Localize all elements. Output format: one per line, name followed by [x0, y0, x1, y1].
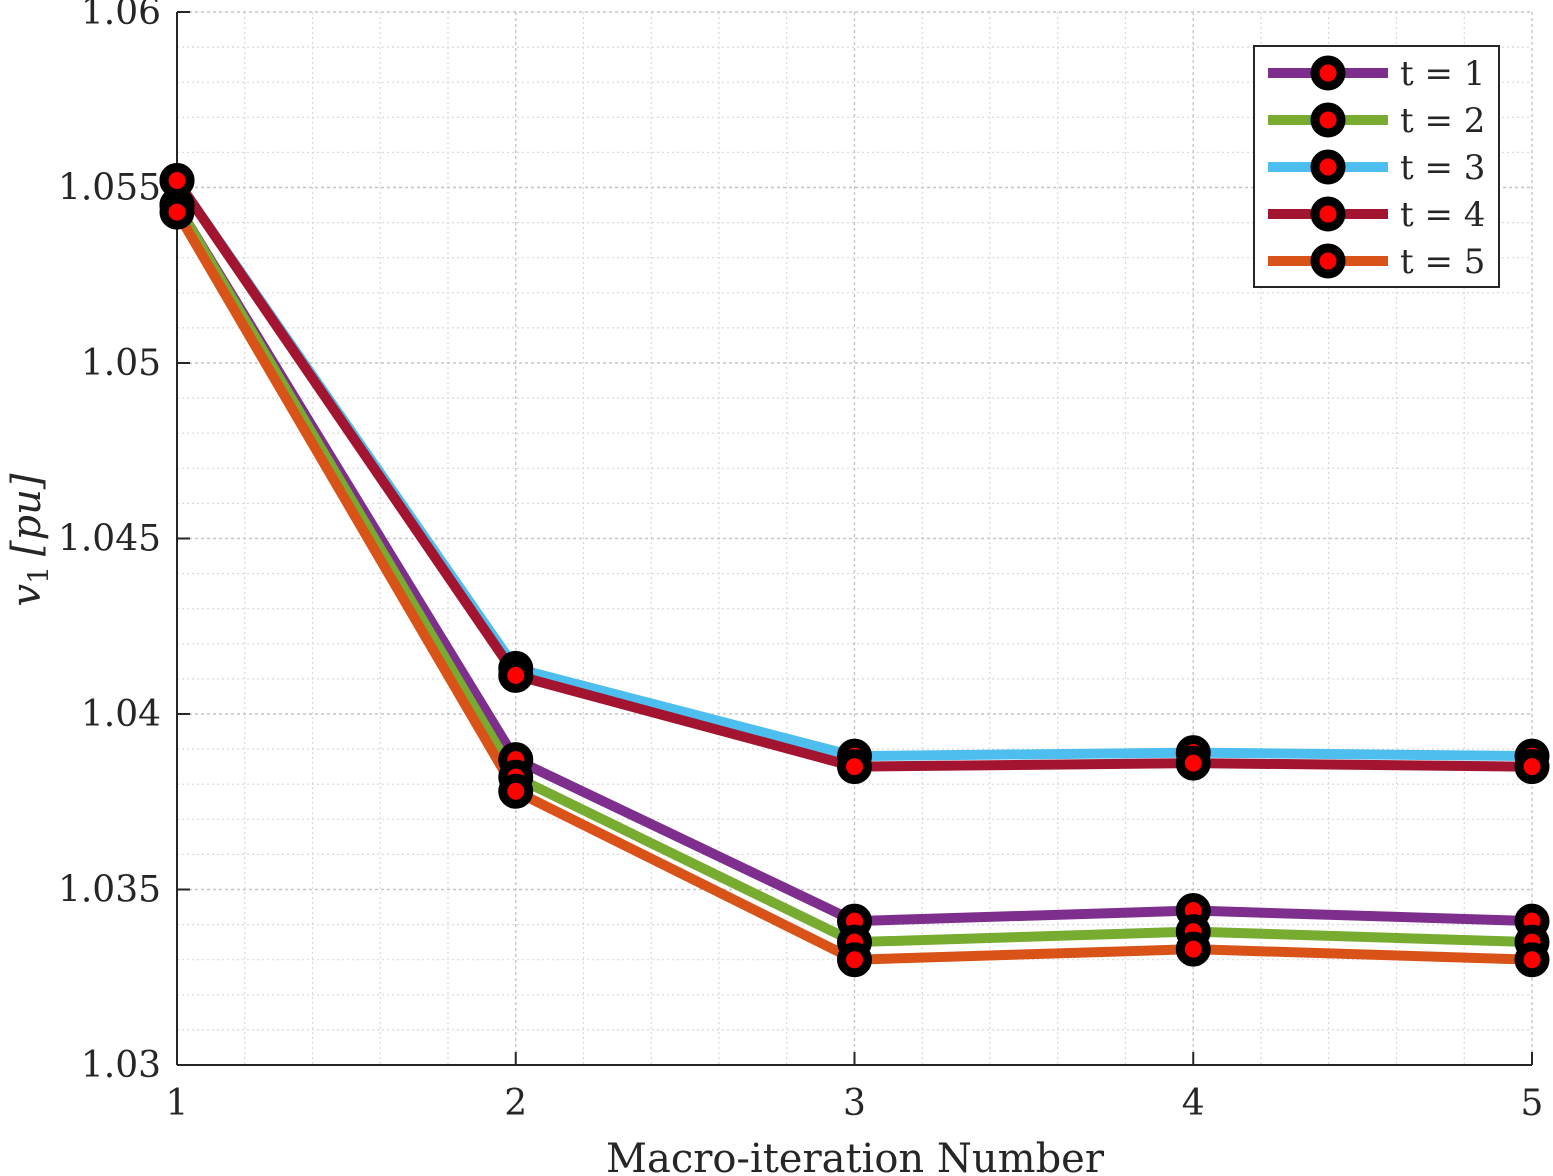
- legend-label: t = 2: [1400, 101, 1485, 141]
- data-point-t4: [1175, 745, 1211, 781]
- data-point-t4: [498, 657, 534, 693]
- x-tick-label: 5: [1521, 1083, 1544, 1124]
- legend: t = 1 t = 2 t = 3 t = 4 t = 5: [1253, 45, 1500, 288]
- y-axis-label: v1 [pu]: [4, 473, 55, 606]
- data-point-t5: [498, 773, 534, 809]
- y-tick-label: 1.045: [58, 519, 161, 560]
- y-tick-label: 1.05: [81, 343, 161, 384]
- minor-grid: [177, 12, 1532, 1065]
- legend-label: t = 5: [1400, 242, 1485, 282]
- y-axis-subscript: 1: [22, 566, 55, 584]
- x-tick-label: 2: [504, 1083, 527, 1124]
- y-tick-label: 1.04: [81, 694, 161, 735]
- legend-marker: [1310, 102, 1346, 138]
- legend-marker: [1310, 149, 1346, 185]
- data-point-t4: [1514, 749, 1550, 785]
- legend-label: t = 4: [1400, 195, 1485, 235]
- y-axis-symbol: v: [4, 584, 50, 607]
- y-tick-label: 1.035: [58, 870, 161, 911]
- data-point-t5: [1175, 931, 1211, 967]
- legend-marker: [1310, 243, 1346, 279]
- tick-labels: 1 2 3 4 5 1.03 1.035 1.04 1.045 1.05 1.055 1.06: [58, 0, 1544, 1124]
- x-tick-label: 1: [166, 1083, 189, 1124]
- x-axis-label: Macro-iteration Number: [606, 1136, 1105, 1176]
- data-point-t5: [837, 942, 872, 978]
- data-point-t4: [159, 162, 195, 198]
- legend-label: t = 3: [1400, 148, 1485, 188]
- data-point-t4: [837, 749, 872, 785]
- svg-text:v1[pu]: v1 [pu]: [4, 473, 55, 606]
- legend-marker: [1310, 55, 1346, 91]
- x-tick-label: 3: [843, 1083, 866, 1124]
- y-tick-label: 1.03: [81, 1045, 161, 1086]
- y-tick-label: 1.06: [81, 0, 161, 33]
- legend-label: t = 1: [1400, 54, 1485, 94]
- series-layer: [159, 162, 1550, 978]
- x-tick-label: 4: [1182, 1083, 1205, 1124]
- data-point-t5: [1514, 942, 1550, 978]
- y-tick-label: 1.055: [58, 168, 161, 209]
- data-point-t5: [159, 194, 195, 230]
- legend-marker: [1310, 196, 1346, 232]
- y-axis-unit: [pu]: [4, 473, 50, 556]
